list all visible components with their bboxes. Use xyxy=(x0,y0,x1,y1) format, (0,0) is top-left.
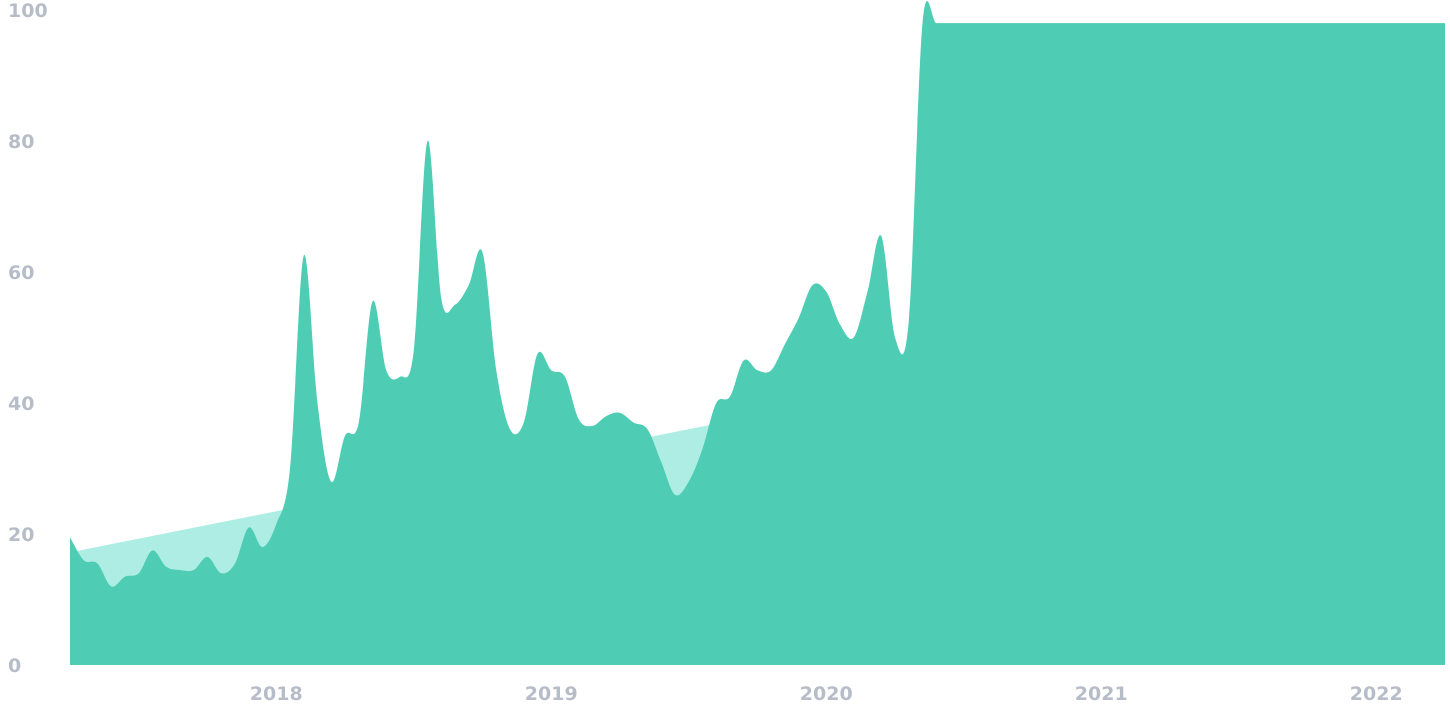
y-tick-label-60: 60 xyxy=(8,262,34,284)
y-tick-label-100: 100 xyxy=(8,0,48,22)
series-area xyxy=(70,1,1445,666)
y-tick-label-40: 40 xyxy=(8,393,34,415)
x-tick-label-2018: 2018 xyxy=(250,683,303,705)
x-tick-label-2019: 2019 xyxy=(525,683,578,705)
y-tick-label-80: 80 xyxy=(8,131,34,153)
x-axis: 2018 2019 2020 2021 2022 xyxy=(250,683,1403,705)
plot-area xyxy=(70,1,1445,666)
x-tick-label-2020: 2020 xyxy=(800,683,853,705)
x-tick-label-2022: 2022 xyxy=(1350,683,1403,705)
y-tick-label-0: 0 xyxy=(8,655,21,677)
y-tick-label-20: 20 xyxy=(8,524,34,546)
x-tick-label-2021: 2021 xyxy=(1075,683,1128,705)
y-axis: 0 20 40 60 80 100 xyxy=(8,0,48,677)
